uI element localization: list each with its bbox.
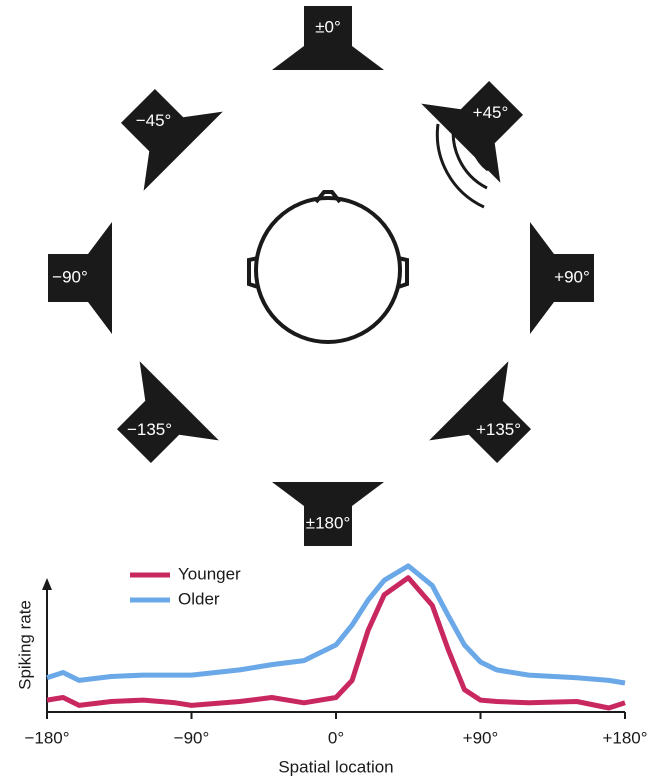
x-tick-label: −90° <box>174 728 210 747</box>
speaker-label: +45° <box>473 103 509 122</box>
x-tick-label: −180° <box>24 728 69 747</box>
x-axis-label: Spatial location <box>278 757 393 776</box>
speaker-label: −90° <box>52 267 88 286</box>
legend-label: Younger <box>178 564 241 583</box>
legend-label: Older <box>178 589 220 608</box>
speakers: ±0° +45° +90° +135° ±180° −135° −90° −45° <box>48 6 594 546</box>
speaker-label: −45° <box>136 111 172 130</box>
speaker-label: ±0° <box>315 17 341 36</box>
figure: ±0° +45° +90° +135° ±180° −135° −90° −45° Spiki… <box>0 0 652 780</box>
head <box>249 192 407 342</box>
head-outline <box>256 198 400 342</box>
speaker-label: +90° <box>554 267 590 286</box>
page: ±0° +45° +90° +135° ±180° −135° −90° −45° Spiki… <box>0 0 652 780</box>
line-series <box>47 566 625 683</box>
x-tick-label: 0° <box>328 728 344 747</box>
x-tick-label: +90° <box>463 728 499 747</box>
speaker-label: +135° <box>476 420 521 439</box>
y-axis-arrow <box>42 578 52 590</box>
speaker-label: −135° <box>127 420 172 439</box>
x-tick-label: +180° <box>602 728 647 747</box>
y-axis-label: Spiking rate <box>15 600 34 690</box>
speaker-label: ±180° <box>306 513 351 532</box>
speaker <box>272 6 384 70</box>
chart: Spiking rate Spatial location −180° −90° 0… <box>15 564 647 776</box>
